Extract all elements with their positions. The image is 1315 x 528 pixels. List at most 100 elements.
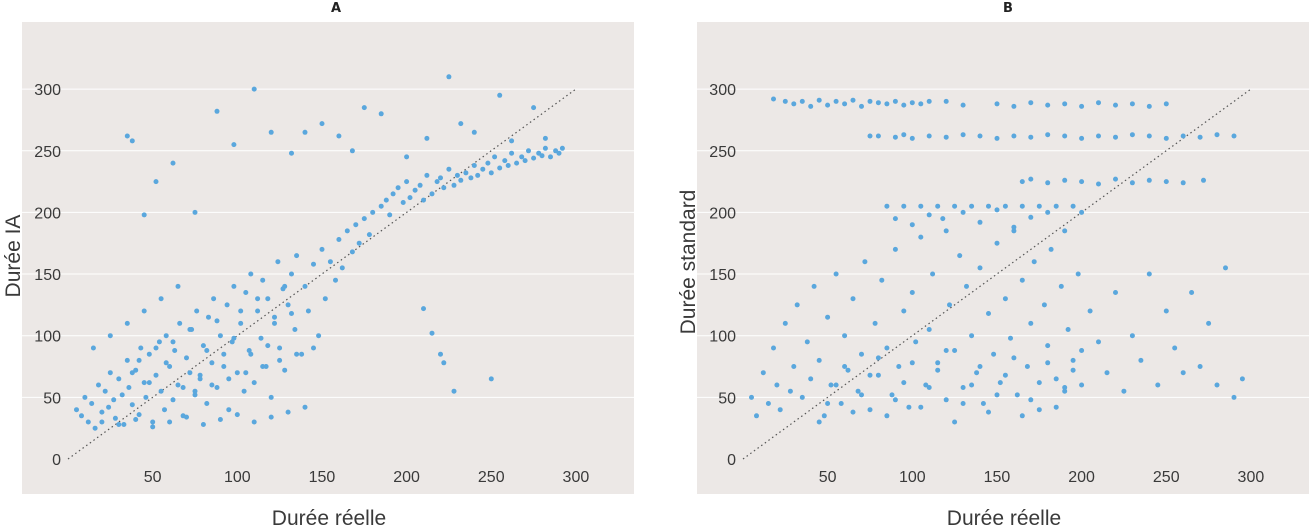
panel-b-data-point (833, 382, 839, 388)
panel-a-data-point (327, 259, 333, 265)
panel-a-data-point (129, 402, 135, 408)
panel-b-data-point (960, 401, 966, 406)
panel-b-data-point (1028, 134, 1034, 140)
panel-a-data-point (150, 424, 156, 430)
panel-a-data-point (146, 380, 152, 386)
panel-b-y-tick-label: 50 (718, 390, 736, 407)
panel-b-data-point (926, 98, 932, 104)
panel-b-data-point (1002, 372, 1008, 378)
panel-b-data-point (804, 339, 810, 345)
panel-a-data-point (282, 283, 288, 289)
panel-a-data-point (79, 413, 84, 419)
panel-a-data-point (509, 150, 515, 156)
panel-a-data-point (184, 414, 189, 420)
panel-a-data-point (243, 370, 249, 376)
panel-a-data-point (446, 166, 452, 172)
panel-b-data-point (892, 98, 898, 104)
panel-b-data-point (1053, 404, 1059, 410)
panel-b-data-point (1231, 394, 1237, 400)
panel-b-data-point (1011, 228, 1017, 234)
panel-b-identity-line (742, 88, 1252, 460)
panel-b-data-point (808, 376, 814, 382)
panel-b-data-point (859, 103, 864, 109)
panel-a-data-point (275, 259, 281, 265)
panel-b-data-point (1045, 180, 1051, 186)
panel-a-data-point (129, 138, 135, 144)
panel-b-data-point (1019, 179, 1025, 185)
panel-b-data-point (943, 98, 949, 104)
panel-b-data-point (952, 419, 958, 425)
panel-a-data-point (302, 283, 308, 289)
panel-b-data-point (1062, 385, 1068, 390)
panel-a-data-point (231, 335, 237, 341)
panel-b-data-point (1019, 203, 1025, 209)
panel-a-data-point (378, 111, 384, 117)
panel-a-data-point (175, 382, 181, 388)
panel-b-x-tick-label: 50 (819, 469, 837, 486)
panel-a-data-point (429, 330, 435, 336)
panel-a-data-point (243, 290, 249, 295)
panel-a-data-point (226, 407, 232, 413)
panel-b-x-tick-label: 200 (1068, 469, 1095, 486)
panel-a-data-point (96, 382, 101, 388)
panel-b-data-point (1138, 357, 1144, 363)
panel-a-data-point (106, 404, 112, 410)
panel-a-data-point (370, 209, 376, 215)
panel-a-data-point (458, 121, 464, 127)
panel-b-data-point (1019, 277, 1025, 283)
panel-a-data-point (556, 150, 562, 156)
panel-b-data-point (901, 203, 907, 209)
panel-b-data-point (799, 394, 805, 400)
panel-a-data-point (361, 105, 367, 111)
panel-a-data-point (289, 311, 294, 316)
panel-a-data-point (206, 314, 211, 320)
panel-b-data-point (1058, 283, 1064, 289)
panel-a-data-point (209, 382, 215, 388)
panel-b-data-point (980, 401, 986, 406)
panel-b-data-point (825, 314, 831, 320)
panel-a-x-axis-label: Durée réelle (272, 507, 386, 528)
panel-b-data-point (816, 357, 822, 363)
panel-b-data-point (791, 364, 797, 369)
panel-a-data-point (126, 385, 132, 390)
panel-a-data-point (519, 154, 525, 160)
panel-b-data-point (1129, 180, 1135, 186)
panel-a-data-point (107, 333, 113, 339)
panel-b-data-point (838, 401, 844, 406)
panel-a-data-point (231, 283, 237, 289)
panel-b-data-point (825, 102, 831, 108)
panel-b-data-point (943, 348, 949, 353)
panel-a-data-point (251, 86, 257, 92)
panel-a-data-point (89, 401, 95, 406)
panel-a-y-tick-label: 200 (34, 205, 61, 222)
panel-b-data-point (930, 271, 936, 277)
panel-b-data-point (991, 351, 997, 357)
panel-a-data-point (349, 148, 355, 154)
panel-b-data-point (859, 392, 864, 398)
panel-b-data-point (957, 253, 963, 259)
panel-a-data-point (231, 142, 237, 148)
panel-a-data-point (272, 320, 277, 326)
panel-a-data-point (522, 158, 528, 164)
panel-b-data-point (997, 380, 1003, 386)
panel-b-data-point (1180, 370, 1186, 376)
panel-a-data-point (200, 343, 206, 349)
panel-b-data-point (935, 367, 941, 373)
panel-b-data-point (892, 216, 898, 222)
panel-b-data-point (774, 382, 780, 388)
panel-a-x-tick-label: 100 (224, 469, 251, 486)
panel-a-data-point (316, 333, 322, 339)
panel-a-data-point (143, 394, 149, 400)
panel-a-data-point (163, 333, 169, 339)
panel-a-data-point (177, 320, 183, 326)
panel-a-plot-background (22, 22, 634, 494)
panel-a-data-point (526, 148, 531, 154)
panel-a-data-point (258, 335, 264, 341)
panel-b-data-point (926, 133, 932, 139)
panel-a-data-point (214, 108, 220, 114)
panel-b-data-point (892, 397, 898, 403)
panel-a-data-point (383, 197, 389, 203)
panel-a-data-point (162, 407, 167, 413)
panel-b-data-point (1045, 132, 1051, 138)
panel-b-data-point (1079, 209, 1085, 215)
